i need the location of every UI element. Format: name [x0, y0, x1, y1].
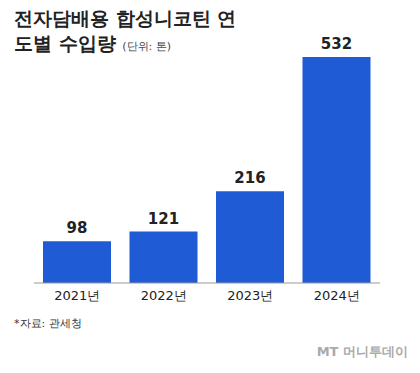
html-text:*자료: 관세청: *자료: 관세청 — [14, 317, 82, 330]
html-text:MT 머니투데이: MT 머니투데이 — [316, 344, 408, 359]
svg-text:98: 98 — [67, 219, 88, 237]
svg-text:216: 216 — [234, 169, 265, 187]
svg-text:2023년: 2023년 — [227, 288, 273, 303]
svg-text:2021년: 2021년 — [54, 288, 100, 303]
svg-text:532: 532 — [321, 35, 352, 53]
svg-text:121: 121 — [148, 210, 179, 228]
svg-text:2022년: 2022년 — [141, 288, 187, 303]
html-text:전자담배용 합성니코틴 연도별 수입량 (단위: 톤): 전자담배용 합성니코틴 연도별 수입량 (단위: 톤) — [14, 7, 237, 54]
svg-text:2024년: 2024년 — [314, 288, 360, 303]
